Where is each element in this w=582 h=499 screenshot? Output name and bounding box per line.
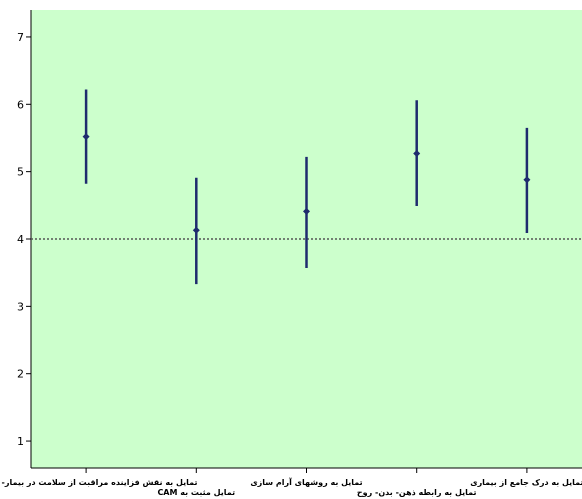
category-labels: تمایل به نقش فزاینده مراقبت از سلامت در … — [0, 477, 582, 497]
category-label: تمایل به نقش فزاینده مراقبت از سلامت در … — [0, 478, 197, 488]
mean-marker — [413, 149, 421, 157]
mean-marker — [303, 207, 310, 215]
mean-marker — [523, 176, 531, 184]
y-tick-label: 2 — [17, 368, 24, 381]
y-tick-label: 1 — [17, 435, 24, 448]
y-tick-label: 5 — [17, 166, 24, 179]
y-tick-label: 7 — [17, 31, 24, 44]
error-bars — [82, 89, 531, 285]
category-label: تمایل به رابطه ذهن- بدن- روح — [357, 488, 477, 497]
category-label: تمایل به روشهای آرام سازی — [250, 477, 362, 487]
y-tick-label: 3 — [17, 300, 24, 313]
mean-marker — [82, 133, 90, 141]
category-label: تمایل مثبت به CAM — [157, 488, 235, 497]
y-tick-label: 6 — [17, 98, 24, 111]
mean-marker — [192, 226, 200, 234]
x-axis — [31, 467, 582, 473]
y-tick-label: 4 — [17, 233, 24, 246]
y-axis: 1 2 3 4 5 6 7 — [17, 10, 32, 468]
category-label: تمایل به درک جامع از بیماری — [470, 478, 582, 487]
